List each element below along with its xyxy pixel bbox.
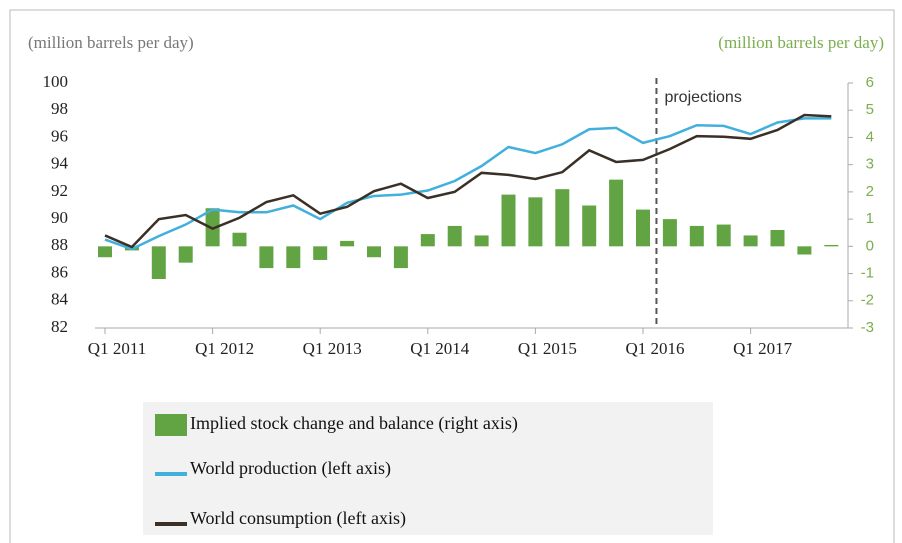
y-tick-label: 96 — [51, 126, 68, 145]
x-tick-label: Q1 2013 — [303, 339, 362, 358]
bar — [716, 224, 731, 247]
frame — [9, 9, 895, 543]
bar — [151, 246, 166, 279]
bar — [286, 246, 301, 269]
y-tick-label: 88 — [51, 235, 68, 254]
bar — [98, 246, 112, 258]
bar — [824, 244, 839, 247]
bar — [340, 240, 355, 247]
y2-tick-label: -1 — [861, 265, 874, 282]
legend-label: World consumption (left axis) — [190, 508, 406, 529]
y-tick-label: 90 — [51, 208, 68, 227]
x-tick-label: Q1 2015 — [518, 339, 577, 358]
y2-tick-label: -2 — [861, 292, 874, 309]
x-tick-label: Q1 2011 — [88, 339, 146, 358]
bar — [797, 246, 812, 255]
y2-axis-label: (million barrels per day) — [718, 33, 884, 52]
x-tick-label: Q1 2012 — [195, 339, 254, 358]
bar — [313, 246, 328, 260]
bar — [474, 235, 489, 247]
y2-tick-label: 2 — [866, 183, 874, 200]
y2-tick-label: 1 — [866, 210, 874, 227]
bar — [609, 179, 624, 247]
legend-box — [143, 402, 713, 535]
y-tick-label: 92 — [51, 181, 68, 200]
bar — [501, 194, 516, 247]
bar — [528, 197, 543, 247]
legend-label: World production (left axis) — [190, 458, 391, 479]
y2-tick-label: 0 — [866, 237, 874, 254]
x-tick-label: Q1 2014 — [410, 339, 470, 358]
x-tick-label: Q1 2016 — [625, 339, 684, 358]
bar — [636, 209, 650, 247]
line — [104, 113, 832, 249]
y-tick-label: 98 — [51, 99, 68, 118]
x-tick-label: Q1 2017 — [733, 339, 793, 358]
y2-tick-label: 4 — [866, 128, 874, 145]
bar — [555, 189, 570, 247]
bar — [178, 246, 193, 263]
bar — [393, 246, 408, 269]
y-tick-label: 82 — [51, 317, 68, 336]
annotation: projections — [664, 89, 741, 106]
y2-tick-label: -3 — [861, 319, 874, 336]
bar — [770, 230, 785, 247]
bar — [582, 205, 597, 247]
bar — [259, 246, 274, 269]
y2-tick-label: 6 — [866, 74, 874, 91]
y-tick-label: 100 — [43, 72, 69, 91]
bar — [743, 235, 758, 247]
line — [104, 117, 832, 251]
y2-tick-label: 3 — [866, 156, 874, 173]
legend-label: Implied stock change and balance (right … — [190, 413, 518, 434]
legend-swatch — [155, 414, 187, 436]
y-tick-label: 84 — [51, 290, 69, 309]
bar — [447, 225, 462, 247]
bar — [689, 225, 704, 247]
bar — [367, 246, 381, 258]
y-axis-label: (million barrels per day) — [28, 33, 194, 52]
bar — [232, 232, 247, 247]
bar — [662, 219, 677, 247]
y-tick-label: 86 — [51, 262, 68, 281]
y-tick-label: 94 — [51, 154, 69, 173]
bar — [420, 234, 435, 247]
y2-tick-label: 5 — [866, 101, 874, 118]
